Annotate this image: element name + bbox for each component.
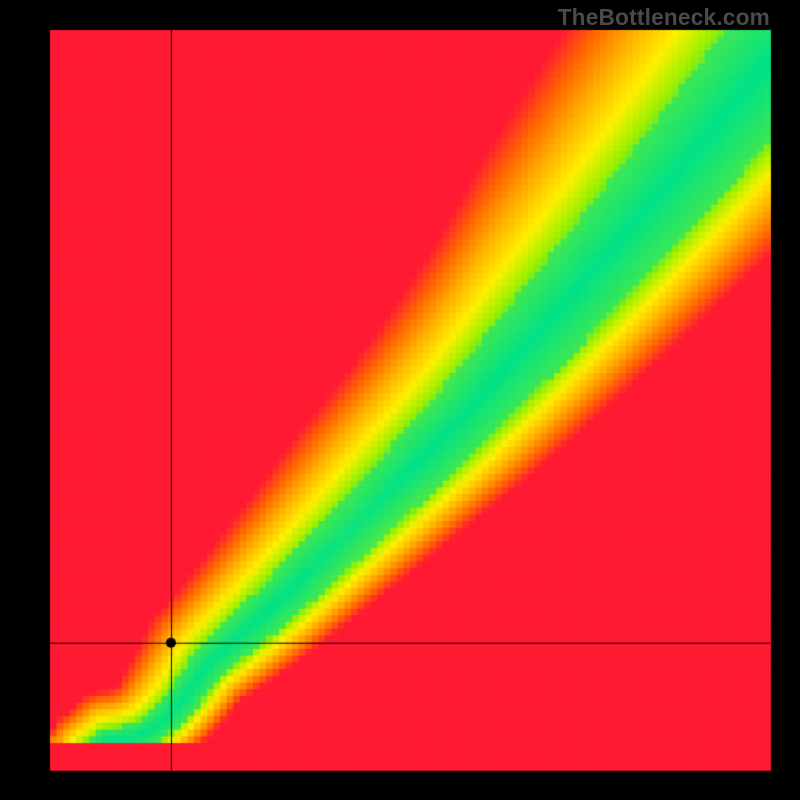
figure-container: TheBottleneck.com (0, 0, 800, 800)
bottleneck-heatmap (0, 0, 800, 800)
watermark-text: TheBottleneck.com (558, 4, 770, 31)
